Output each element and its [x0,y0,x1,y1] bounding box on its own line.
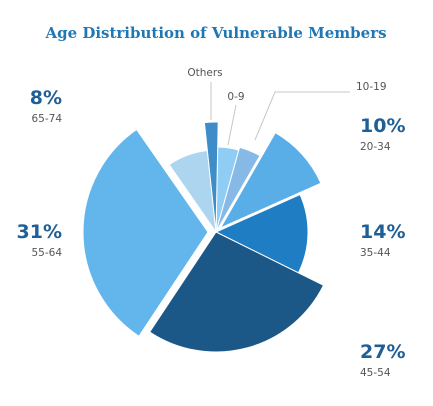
slice-label: Others [187,67,222,79]
slice-percent: 27% [360,341,405,363]
leader-line [227,104,237,146]
slice-percent: 8% [30,87,62,109]
slice-label: 35-44 [360,247,391,259]
slice-label: 0-9 [227,91,244,103]
slice-label: 10-19 [356,81,387,93]
pie-slices [82,121,325,353]
slice-35-44 [214,193,309,274]
chart-title: Age Distribution of Vulnerable Members [44,24,386,42]
slice-label: 45-54 [360,367,391,379]
slice-percent: 14% [360,221,405,243]
slice-label: 65-74 [31,113,62,125]
slice-label: 20-34 [360,141,391,153]
slice-others [203,121,219,233]
slice-percent: 31% [17,221,62,243]
slice-20-34 [219,131,322,230]
slice-percent: 10% [360,115,405,137]
slice-label: 55-64 [31,247,62,259]
slice-labels: 0-9 10-19 10% 20-34 14% 35-44 27% 45-54 31% 55-64… [17,67,406,379]
slice-10-19 [215,146,261,233]
leader-line [254,91,350,141]
slice-45-54 [148,231,325,353]
slice-55-64 [82,128,209,337]
leader-lines [210,82,350,146]
